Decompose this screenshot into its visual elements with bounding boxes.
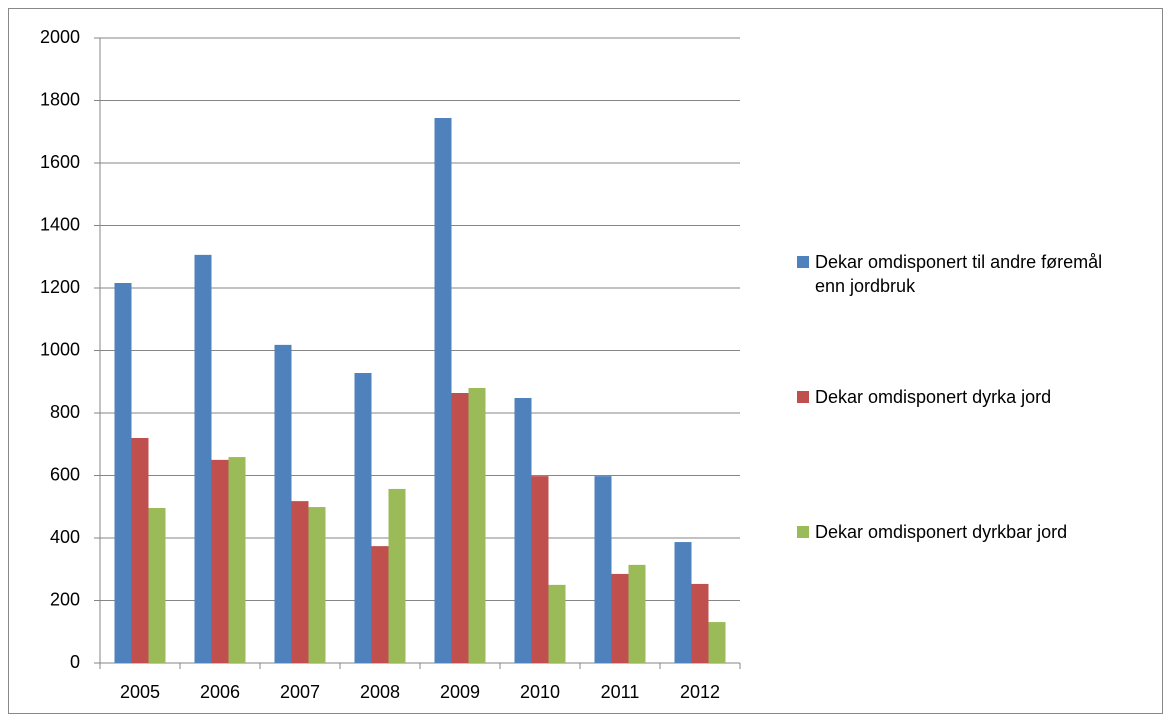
bar bbox=[434, 118, 452, 663]
x-tick-label: 2008 bbox=[360, 682, 400, 702]
bar bbox=[274, 344, 292, 663]
bar bbox=[548, 584, 566, 663]
y-tick-label: 400 bbox=[50, 527, 80, 547]
bar bbox=[611, 573, 629, 663]
x-tick-label: 2010 bbox=[520, 682, 560, 702]
bar bbox=[291, 501, 309, 663]
y-tick-label: 1400 bbox=[40, 214, 80, 234]
x-tick-label: 2012 bbox=[680, 682, 720, 702]
bar bbox=[194, 254, 212, 663]
bar bbox=[371, 546, 389, 663]
bar bbox=[514, 398, 532, 663]
bar bbox=[628, 564, 646, 663]
bar bbox=[354, 373, 372, 663]
bar bbox=[308, 507, 326, 663]
x-tick-label: 2011 bbox=[601, 682, 640, 702]
y-tick-label: 1800 bbox=[40, 89, 80, 109]
legend-item: Dekar omdisponert til andre føremål enn … bbox=[797, 250, 1157, 298]
y-tick-label: 1600 bbox=[40, 152, 80, 172]
bar bbox=[468, 388, 486, 663]
bar bbox=[451, 393, 469, 663]
x-tick-label: 2005 bbox=[120, 682, 160, 702]
legend-label: Dekar omdisponert dyrka jord bbox=[815, 387, 1052, 407]
legend-swatch bbox=[797, 526, 809, 538]
bar bbox=[594, 476, 612, 663]
bar bbox=[114, 283, 132, 663]
x-tick-label: 2009 bbox=[440, 682, 480, 702]
bar bbox=[211, 459, 229, 663]
legend-item: Dekar omdisponert dyrkbar jord bbox=[797, 520, 1157, 544]
legend-item: Dekar omdisponert dyrka jord bbox=[797, 385, 1157, 409]
bar bbox=[708, 622, 726, 663]
bar bbox=[531, 476, 549, 663]
bar bbox=[228, 457, 246, 663]
chart-frame bbox=[8, 8, 1163, 714]
legend-swatch bbox=[797, 256, 809, 268]
legend-label: Dekar omdisponert til andre føremål enn … bbox=[815, 252, 1103, 296]
x-tick-label: 2007 bbox=[280, 682, 320, 702]
bar bbox=[131, 438, 149, 663]
y-tick-label: 0 bbox=[70, 652, 80, 672]
legend-label: Dekar omdisponert dyrkbar jord bbox=[815, 522, 1068, 542]
y-tick-label: 1200 bbox=[40, 277, 80, 297]
y-tick-label: 1000 bbox=[40, 339, 80, 359]
bar bbox=[388, 488, 406, 663]
y-tick-label: 600 bbox=[50, 464, 80, 484]
bar bbox=[674, 542, 692, 663]
y-tick-label: 200 bbox=[50, 589, 80, 609]
y-tick-label: 800 bbox=[50, 402, 80, 422]
bar bbox=[148, 508, 166, 663]
x-tick-label: 2006 bbox=[200, 682, 240, 702]
y-tick-label: 2000 bbox=[40, 27, 80, 47]
bar bbox=[691, 583, 709, 663]
legend-swatch bbox=[797, 391, 809, 403]
